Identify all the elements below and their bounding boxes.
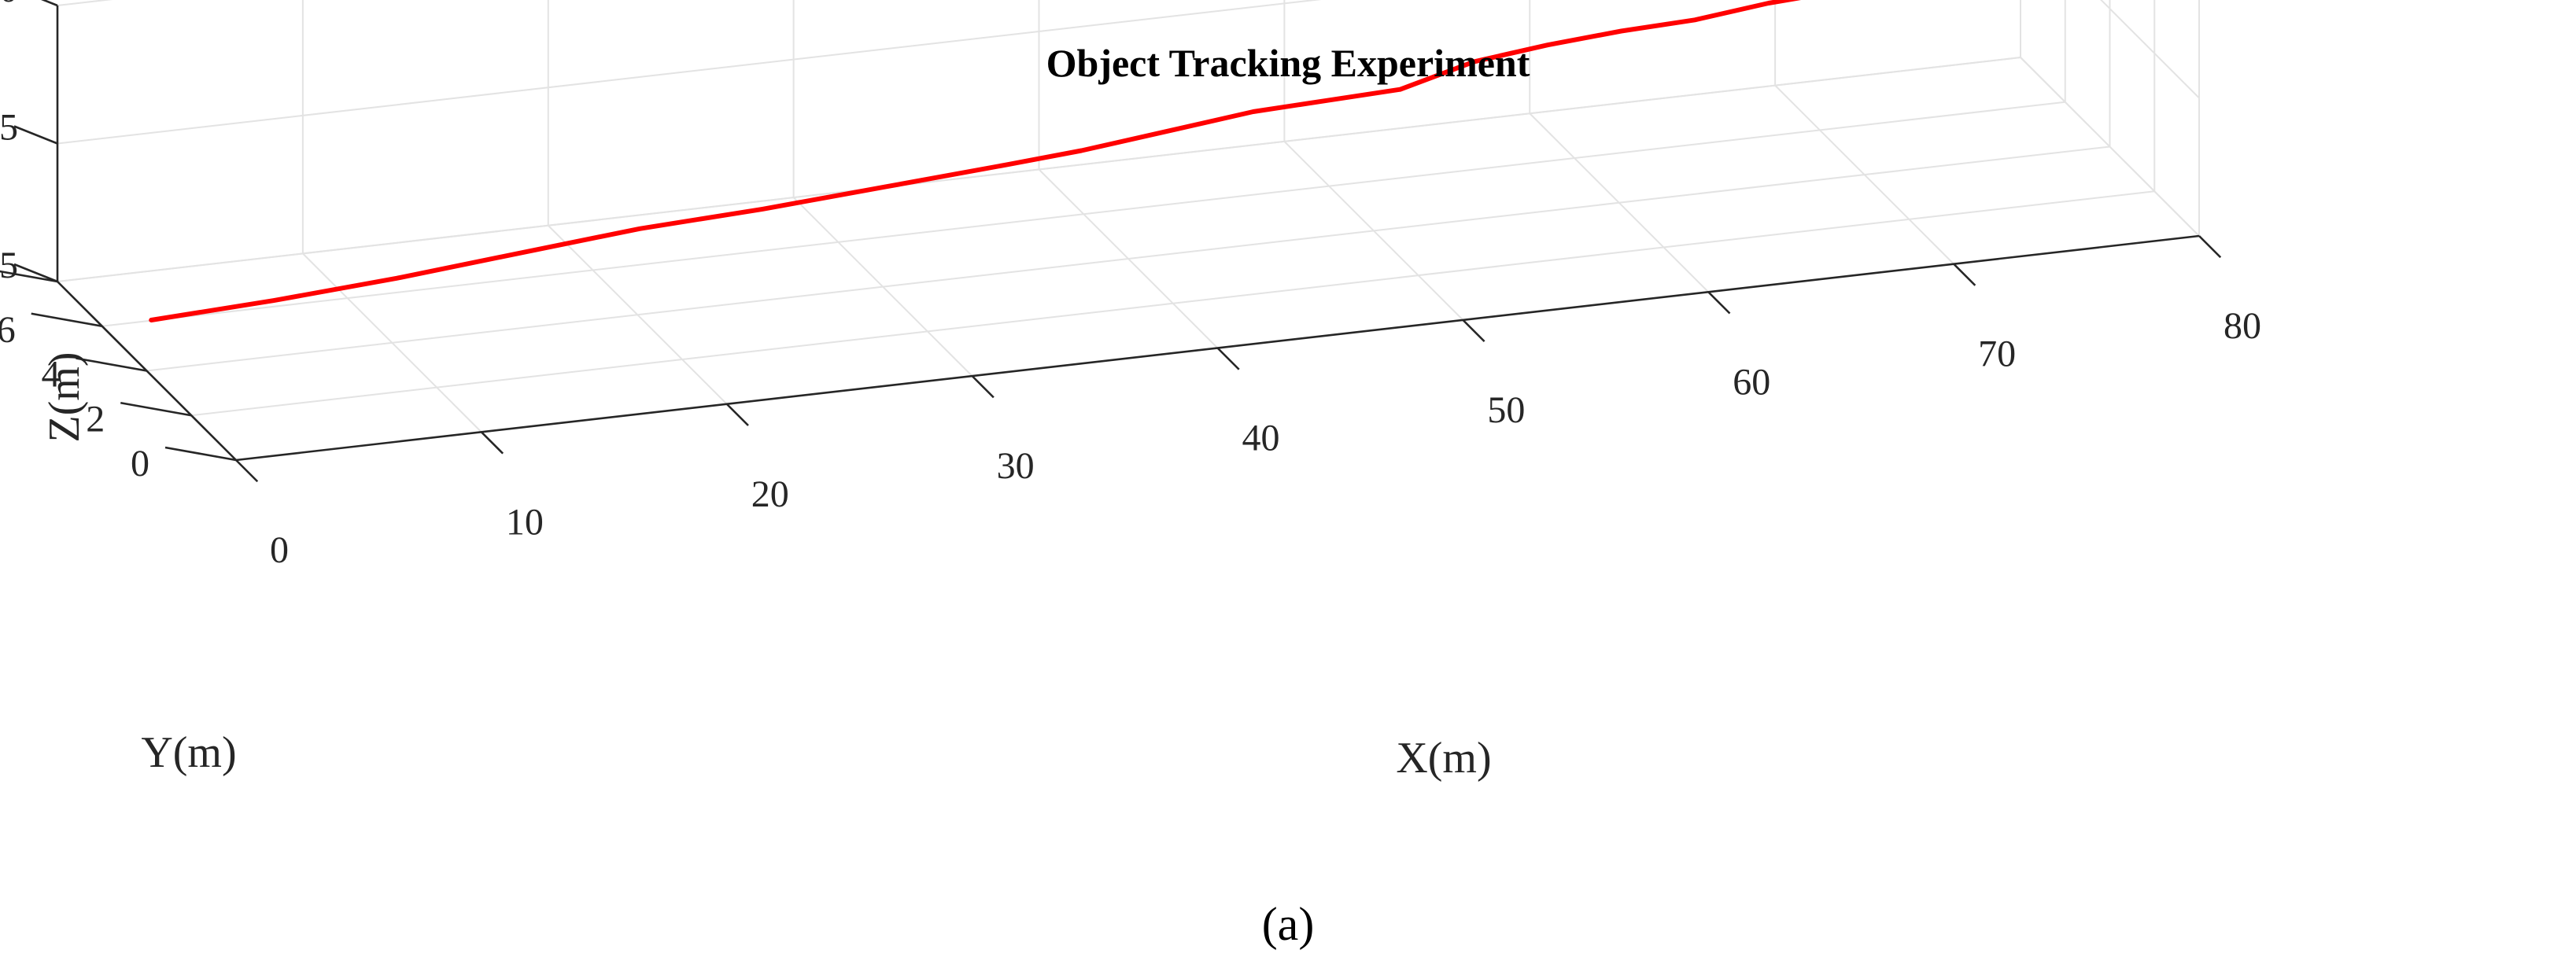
axes [0, 0, 2222, 483]
x-tick-mark [235, 459, 259, 483]
chart-title: Object Tracking Experiment [1046, 41, 1530, 85]
z-tick-mark [40, 0, 58, 7]
x-tick-label: 10 [506, 501, 544, 543]
z-tick-labels: -5 -2.5 0 [0, 0, 18, 286]
x-tick-label: 50 [1487, 389, 1525, 431]
y-tick-label: 6 [0, 309, 16, 351]
data-series [149, 0, 1802, 322]
y-tick-mark [76, 357, 147, 372]
y-tick-mark [164, 446, 237, 462]
x-tick-label: 70 [1978, 333, 2016, 375]
x-tick-mark [2198, 235, 2222, 259]
grid-line-z-back [57, 57, 2021, 282]
x-tick-label: 80 [2224, 305, 2261, 347]
z-tick-label: 0 [0, 0, 18, 10]
x-axis-label: X(m) [1396, 734, 1491, 783]
y-tick-label: 0 [131, 443, 149, 484]
z-axis-label: Z(m) [40, 352, 89, 442]
z-tick-mark [13, 125, 58, 145]
z-tick-mark [13, 263, 58, 283]
grid-lines [57, 0, 2200, 461]
x-tick-mark [480, 431, 504, 455]
y-tick-label: 4 [42, 354, 61, 396]
x-tick-label: 40 [1242, 418, 1280, 459]
grid-line-z-side [2100, 0, 2200, 99]
z-tick-label: -5 [0, 245, 18, 286]
y-axis-label: Y(m) [141, 728, 236, 777]
x-tick-mark [1953, 263, 1976, 286]
y-tick-mark [31, 312, 102, 328]
figure-caption: (a) [1262, 898, 1315, 950]
grid-line-y-floor [101, 101, 2065, 327]
grid-line-y-floor [146, 145, 2110, 372]
x-tick-label: 30 [997, 445, 1035, 487]
x-tick-label: 60 [1733, 361, 1770, 403]
grid-line-z-back [57, 0, 1322, 145]
y-tick-mark [120, 401, 192, 417]
z-tick-label: -2.5 [0, 107, 18, 149]
x-tick-labels: 0 10 20 30 40 50 60 70 80 [270, 305, 2261, 571]
x-tick-mark [1462, 319, 1485, 343]
y-tick-labels: 02468 [0, 309, 149, 484]
series-line-trajectory [149, 0, 1802, 322]
grid-line-z-side [2020, 57, 2200, 237]
y-tick-mark [0, 270, 58, 283]
x-tick-label: 0 [270, 529, 289, 571]
y-tick-label: 2 [86, 398, 105, 440]
x-tick-mark [725, 403, 749, 426]
x-tick-mark [971, 375, 995, 399]
x-tick-mark [1707, 291, 1731, 315]
x-tick-label: 20 [751, 473, 789, 515]
x-tick-mark [1216, 347, 1240, 370]
grid-line-y-floor [191, 190, 2155, 417]
